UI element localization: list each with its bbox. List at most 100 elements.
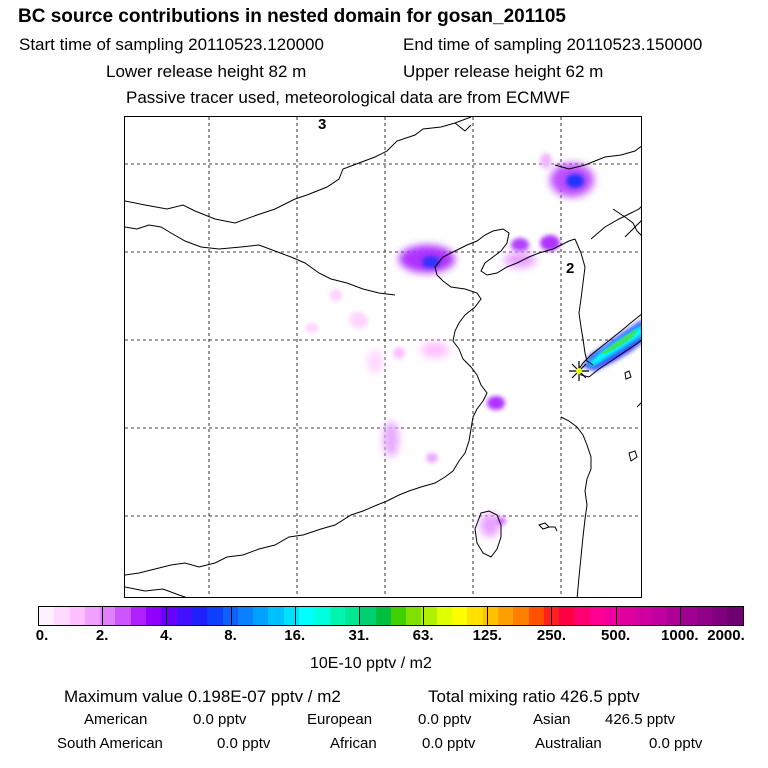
colorbar-swatch <box>176 607 192 625</box>
island <box>628 450 638 462</box>
colorbar-swatch <box>375 607 391 625</box>
colorbar-swatch <box>482 607 498 625</box>
american-label: American <box>84 711 148 728</box>
colorbar-swatch <box>39 607 55 625</box>
plume-blob <box>422 256 440 268</box>
island <box>624 370 632 380</box>
colorbar-swatch <box>497 607 514 625</box>
colorbar-swatch <box>268 607 284 625</box>
european-value: 0.0 pptv <box>418 711 472 728</box>
colorbar-divider <box>294 606 296 626</box>
plume-blob <box>566 174 584 188</box>
grid-label-3: 3 <box>318 117 326 133</box>
colorbar-swatch <box>681 607 697 625</box>
asian-label: Asian <box>533 711 571 728</box>
colorbar-swatch <box>666 607 682 625</box>
colorbar-swatch <box>207 607 223 625</box>
colorbar-divider <box>551 606 553 626</box>
colorbar-units: 10E-10 pptv / m2 <box>310 655 432 672</box>
tracer-note: Passive tracer used, meteorological data… <box>126 88 571 107</box>
plume-blob <box>511 238 529 252</box>
colorbar-tick-label: 16. <box>284 627 306 644</box>
colorbar-swatch <box>69 607 85 625</box>
colorbar-swatch <box>589 607 605 625</box>
plume-blob <box>383 421 399 457</box>
european-label: European <box>307 711 373 728</box>
plume-blob <box>330 289 342 301</box>
receptor-marker <box>569 361 589 381</box>
colorbar-swatch <box>191 607 208 625</box>
colorbar-divider <box>679 606 681 626</box>
south-american-label: South American <box>57 735 163 752</box>
colorbar-swatch <box>406 607 422 625</box>
colorbar-swatch <box>559 607 575 625</box>
border-line <box>125 224 396 296</box>
map-svg: 3 2 <box>125 117 641 597</box>
plume-blob <box>421 342 449 358</box>
plume-blob <box>306 323 318 333</box>
colorbar-divider <box>230 606 232 626</box>
colorbar-swatch <box>528 607 544 625</box>
coastline-north <box>612 208 641 236</box>
australian-value: 0.0 pptv <box>649 735 703 752</box>
plume-blob <box>540 235 560 251</box>
colorbar-swatch <box>253 607 269 625</box>
colorbar-swatch <box>436 607 453 625</box>
colorbar-tick-label: 4. <box>160 627 173 644</box>
border-line <box>125 117 472 224</box>
plume-blob <box>487 396 505 410</box>
asian-value: 426.5 pptv <box>605 711 676 728</box>
colorbar-tick-label: 0. <box>35 627 49 644</box>
grid-label-2: 2 <box>566 260 574 277</box>
colorbar-swatch <box>635 607 651 625</box>
colorbar-tick-label: 125. <box>472 627 502 644</box>
border-line <box>590 206 641 240</box>
plume-blob <box>480 513 500 537</box>
colorbar-swatch <box>390 607 407 625</box>
plume-blob <box>426 453 438 463</box>
colorbar-swatch <box>727 607 743 625</box>
colorbar-divider <box>487 606 489 626</box>
island <box>538 522 550 530</box>
colorbar-swatch <box>452 607 468 625</box>
coastline-japan <box>624 219 641 238</box>
start-time: Start time of sampling 20110523.120000 <box>19 35 324 54</box>
colorbar-swatch <box>574 607 590 625</box>
grid-lines <box>125 117 641 597</box>
colorbar-swatch <box>115 607 131 625</box>
plume-blob <box>540 153 552 169</box>
island <box>636 402 641 408</box>
colorbar-swatch <box>54 607 70 625</box>
plumes <box>306 153 641 537</box>
colorbar-swatch <box>130 607 147 625</box>
colorbar-tick-label: 1000. <box>661 627 699 644</box>
colorbar-divider <box>423 606 425 626</box>
colorbar-swatch <box>696 607 713 625</box>
colorbar-divider <box>358 606 360 626</box>
coastline-taiwan <box>474 510 502 558</box>
colorbar <box>38 606 744 626</box>
end-time: End time of sampling 20110523.150000 <box>403 35 703 54</box>
colorbar-tick-label: 63. <box>412 627 434 644</box>
american-value: 0.0 pptv <box>193 711 247 728</box>
plume-blob <box>393 347 405 359</box>
colorbar-swatch <box>299 607 315 625</box>
coastline-korea <box>574 238 594 366</box>
colorbar-tick-label: 250. <box>536 627 567 644</box>
australian-label: Australian <box>535 735 602 752</box>
colorbar-swatch <box>161 607 177 625</box>
colorbar-divider <box>166 606 168 626</box>
border-line <box>554 145 641 170</box>
max-value: Maximum value 0.198E-07 pptv / m2 <box>64 687 341 706</box>
total-mixing-ratio: Total mixing ratio 426.5 pptv <box>428 687 640 706</box>
colorbar-swatch <box>146 607 162 625</box>
colorbar-tick-label: 31. <box>348 627 370 644</box>
colorbar-swatch <box>620 607 636 625</box>
colorbar-swatch <box>360 607 376 625</box>
plume-blob <box>350 312 364 322</box>
colorbar-swatch <box>283 607 300 625</box>
colorbar-swatch <box>84 607 101 625</box>
colorbar-swatch <box>344 607 361 625</box>
colorbar-swatch <box>421 607 437 625</box>
colorbar-swatch <box>467 607 483 625</box>
